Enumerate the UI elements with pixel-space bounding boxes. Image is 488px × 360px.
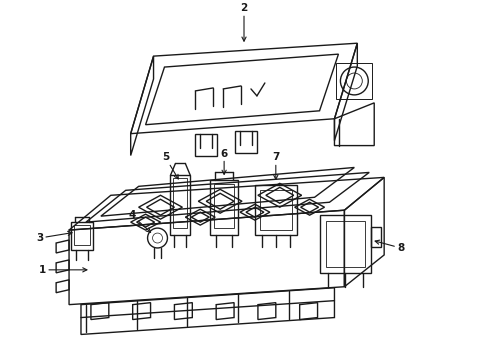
Text: 7: 7 — [271, 153, 279, 179]
Text: 2: 2 — [240, 3, 247, 41]
Text: 8: 8 — [374, 240, 404, 253]
Text: 1: 1 — [39, 265, 87, 275]
Text: 5: 5 — [162, 153, 178, 179]
Text: 6: 6 — [220, 149, 227, 174]
Text: 3: 3 — [36, 231, 72, 243]
Text: 4: 4 — [128, 210, 150, 232]
